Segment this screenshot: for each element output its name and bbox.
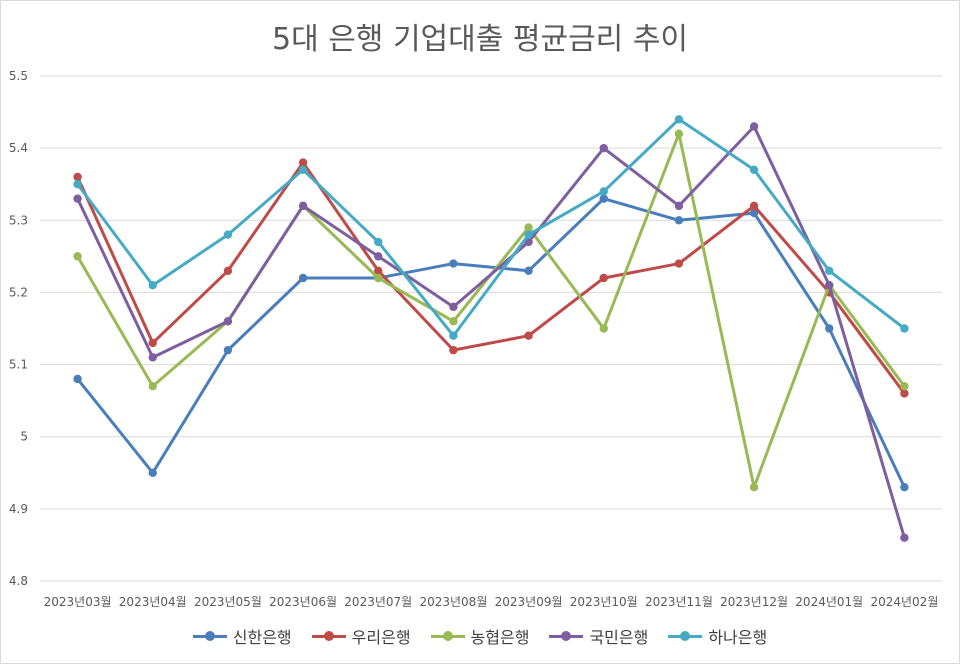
x-tick-label: 2023년12월 xyxy=(720,595,788,609)
data-point xyxy=(298,158,308,167)
y-tick-label: 5.5 xyxy=(9,69,28,83)
legend-label: 우리은행 xyxy=(351,628,411,647)
x-tick-label: 2023년03월 xyxy=(44,595,112,609)
data-point xyxy=(749,208,759,218)
data-point xyxy=(599,143,608,153)
x-tick-label: 2023년04월 xyxy=(119,595,187,609)
data-point xyxy=(674,201,684,211)
legend-swatch xyxy=(192,630,227,642)
data-point xyxy=(749,201,759,211)
data-point xyxy=(749,165,759,174)
y-tick-label: 5 xyxy=(20,430,28,444)
data-point xyxy=(599,324,608,333)
data-point xyxy=(825,324,834,333)
data-point xyxy=(374,237,383,247)
data-point xyxy=(825,266,834,275)
data-point xyxy=(524,230,533,239)
data-point xyxy=(524,331,533,340)
data-point xyxy=(73,172,82,182)
chart-title: 5대 은행 기업대출 평균금리 추이 xyxy=(271,22,689,57)
series-line xyxy=(76,132,906,489)
series-line xyxy=(76,125,906,539)
x-tick-label: 2023년10월 xyxy=(570,595,638,609)
x-tick-label: 2023년09월 xyxy=(495,595,563,609)
legend-label: 신한은행 xyxy=(232,628,292,647)
data-point xyxy=(449,302,458,312)
data-point xyxy=(900,533,909,542)
series-line xyxy=(76,161,906,395)
legend-swatch xyxy=(430,630,465,642)
data-point xyxy=(825,281,834,290)
legend-swatch xyxy=(668,630,703,642)
data-point xyxy=(148,338,157,348)
data-point xyxy=(524,266,533,275)
data-point xyxy=(599,273,608,283)
legend-swatch xyxy=(311,630,346,642)
data-point xyxy=(298,201,308,211)
data-point xyxy=(749,122,759,131)
data-point xyxy=(449,345,458,355)
legend-item: 우리은행 xyxy=(311,624,411,648)
legend-swatch xyxy=(549,630,584,642)
data-point xyxy=(749,483,759,492)
legend-item: 신한은행 xyxy=(192,624,292,648)
data-point xyxy=(449,317,458,326)
y-tick-label: 5.2 xyxy=(9,285,28,299)
data-point xyxy=(374,252,383,261)
data-point xyxy=(599,194,608,203)
data-point xyxy=(148,468,157,477)
x-tick-label: 2023년05월 xyxy=(194,595,262,609)
y-tick-label: 5.4 xyxy=(9,141,28,155)
x-tick-label: 2023년08월 xyxy=(419,595,487,609)
legend-label: 농협은행 xyxy=(470,628,530,647)
x-tick-label: 2024년02월 xyxy=(870,595,938,609)
y-tick-label: 4.8 xyxy=(9,574,28,588)
legend-label: 국민은행 xyxy=(589,628,649,647)
data-point xyxy=(374,266,383,275)
legend-item: 하나은행 xyxy=(668,624,767,648)
data-point xyxy=(449,259,458,268)
data-point xyxy=(223,317,233,326)
data-point xyxy=(674,129,684,138)
data-point xyxy=(900,389,909,398)
data-point xyxy=(674,115,684,124)
data-point xyxy=(900,483,909,492)
data-point xyxy=(223,345,233,355)
series-line xyxy=(76,117,906,338)
series-line xyxy=(76,197,906,488)
data-point xyxy=(374,273,383,283)
data-point xyxy=(73,180,82,189)
data-point xyxy=(599,187,608,196)
data-point xyxy=(223,266,233,275)
data-point xyxy=(674,216,684,225)
data-point xyxy=(223,230,233,239)
chart-legend: 신한은행 우리은행 농협은행 국민은행 하나은행 xyxy=(0,624,960,648)
data-point xyxy=(73,252,82,261)
legend-label: 하나은행 xyxy=(708,628,768,647)
data-point xyxy=(148,281,157,290)
x-tick-label: 2023년06월 xyxy=(269,595,337,609)
legend-item: 국민은행 xyxy=(549,624,648,648)
data-point xyxy=(148,382,157,391)
data-point xyxy=(148,353,157,362)
data-point xyxy=(298,273,308,283)
x-tick-label: 2024년01월 xyxy=(795,595,863,609)
data-point xyxy=(73,374,82,384)
data-point xyxy=(298,165,308,174)
y-tick-label: 5.3 xyxy=(9,213,28,227)
legend-item: 농협은행 xyxy=(430,624,530,648)
x-tick-label: 2023년07월 xyxy=(344,595,412,609)
data-point xyxy=(449,331,458,340)
data-point xyxy=(900,382,909,391)
y-tick-label: 4.9 xyxy=(9,502,28,516)
data-point xyxy=(900,324,909,333)
y-tick-label: 5.1 xyxy=(9,358,28,372)
data-point xyxy=(674,259,684,268)
x-tick-label: 2023년11월 xyxy=(645,595,713,609)
data-point xyxy=(524,223,533,232)
data-point xyxy=(73,194,82,203)
